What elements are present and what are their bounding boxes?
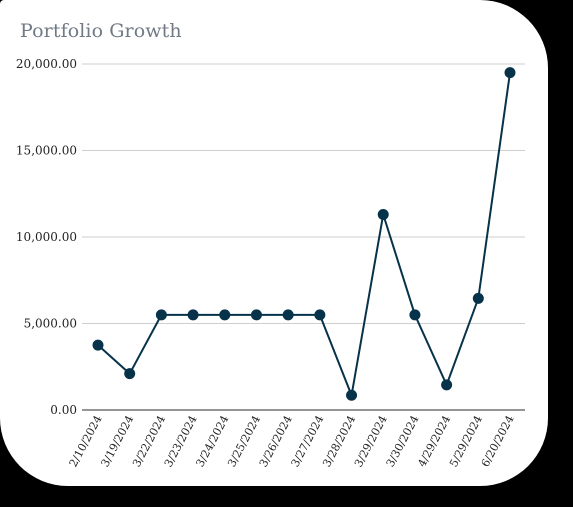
data-point: [314, 309, 326, 321]
x-tick-label: 6/20/2024: [479, 413, 517, 469]
line-chart: 0.005,000.0010,000.0015,000.0020,000.00 …: [16, 57, 525, 469]
y-tick-label: 15,000.00: [16, 144, 77, 158]
chart-card: Portfolio Growth 0.00 5,000.00 10,000.00 15…: [0, 0, 548, 486]
data-point: [250, 309, 262, 321]
x-axis-ticks: 2/10/20243/19/20243/22/20243/23/20243/24…: [67, 413, 517, 469]
series-line: [97, 72, 511, 399]
data-point: [377, 209, 389, 221]
data-point: [441, 379, 453, 391]
data-point: [346, 389, 358, 401]
data-point: [124, 368, 136, 380]
data-point: [155, 309, 167, 321]
gridlines: [82, 63, 525, 324]
data-point: [472, 292, 484, 304]
y-tick-label: 20,000.00: [16, 57, 77, 71]
y-tick-label: 10,000.00: [16, 230, 77, 244]
data-point: [504, 67, 516, 79]
series-layer: [92, 67, 516, 401]
y-tick-label: 5,000.00: [24, 317, 77, 331]
y-tick-label: 0.00: [50, 403, 77, 417]
y-axis-ticks: 0.00 5,000.00 10,000.00 15,000.00 20,000.00: [16, 57, 77, 417]
chart-title: Portfolio Growth: [20, 20, 182, 42]
data-point: [409, 309, 421, 321]
data-point: [219, 309, 231, 321]
data-point: [282, 309, 294, 321]
data-point: [187, 309, 199, 321]
data-point: [92, 339, 104, 351]
